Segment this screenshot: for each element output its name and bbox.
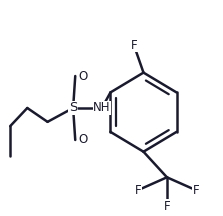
Text: S: S	[69, 102, 77, 114]
Text: F: F	[192, 184, 199, 197]
Text: O: O	[78, 70, 87, 83]
Text: F: F	[164, 200, 170, 213]
Text: O: O	[78, 133, 87, 146]
Text: F: F	[135, 184, 141, 197]
Text: F: F	[131, 39, 137, 52]
Text: NH: NH	[93, 102, 111, 114]
